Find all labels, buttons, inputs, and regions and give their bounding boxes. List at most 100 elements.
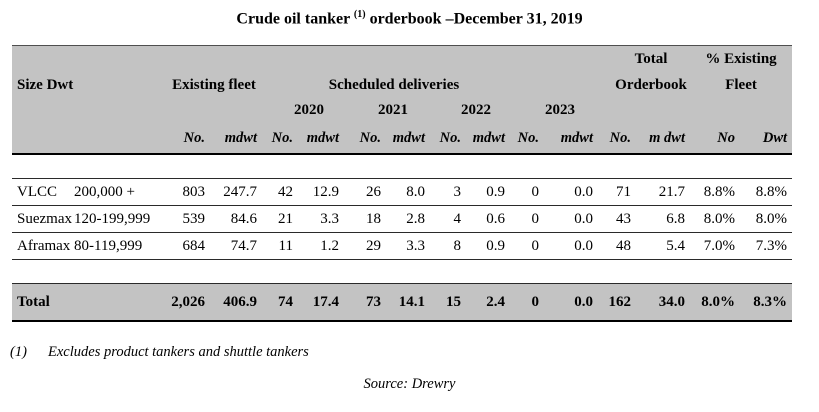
cell-2023-no: 0: [510, 178, 544, 207]
header-size-dwt: Size Dwt: [12, 72, 166, 99]
cell-2023-no: 0: [510, 232, 544, 261]
page-title-date: orderbook –December 31, 2019: [369, 10, 583, 28]
cell-2023-mdwt: 0.0: [544, 178, 598, 207]
subheader-2023-no: No.: [510, 123, 544, 156]
header-year-2022: 2022: [430, 98, 510, 124]
header-fleet: Fleet: [690, 72, 793, 99]
subheader-2020-no: No.: [262, 123, 298, 156]
cell-2021-mdwt: 8.0: [386, 178, 430, 207]
subheader-2021-mdwt: mdwt: [386, 123, 430, 156]
header-spacer: [12, 123, 74, 156]
cell-existing-no: 539: [166, 205, 210, 234]
cell-total-label: Total: [12, 283, 166, 323]
header-year-2021: 2021: [344, 98, 430, 124]
title-footnote-marker: (1): [353, 9, 366, 20]
cell-pct-no: 8.0%: [690, 205, 741, 234]
table-row-aframax: Aframax 80-119,999 684 74.7 11 1.2 29 3.…: [12, 232, 793, 261]
table-body: VLCC 200,000 + 803 247.7 42 12.9 26 8.0 …: [12, 154, 793, 323]
cell-2021-no: 26: [344, 178, 386, 207]
cell-orderbook-no: 162: [598, 283, 636, 323]
page-title-text: Crude oil tanker: [236, 10, 350, 28]
cell-2022-no: 3: [430, 178, 466, 207]
subheader-2022-no: No.: [430, 123, 466, 156]
cell-pct-no: 8.8%: [690, 178, 741, 207]
cell-2022-mdwt: 0.6: [466, 205, 510, 234]
cell-2021-no: 18: [344, 205, 386, 234]
cell-2020-no: 74: [262, 283, 298, 323]
table-header: Total % Existing Size Dwt Existing fleet…: [12, 45, 793, 156]
cell-existing-mdwt: 247.7: [210, 178, 262, 207]
header-total: Total: [598, 45, 691, 73]
header-existing-fleet: Existing fleet: [166, 72, 262, 99]
header-row-years: 2020 2021 2022 2023: [12, 98, 793, 124]
cell-2020-no: 21: [262, 205, 298, 234]
subheader-orderbook-no: No.: [598, 123, 636, 156]
cell-2022-no: 15: [430, 283, 466, 323]
cell-2020-mdwt: 1.2: [298, 232, 344, 261]
spacer-cell: [12, 259, 793, 284]
cell-2022-no: 4: [430, 205, 466, 234]
cell-2020-mdwt: 3.3: [298, 205, 344, 234]
subheader-2020-mdwt: mdwt: [298, 123, 344, 156]
subheader-pct-no: No: [690, 123, 741, 156]
cell-pct-no: 8.0%: [690, 283, 741, 323]
cell-2021-mdwt: 14.1: [386, 283, 430, 323]
cell-size: VLCC: [12, 178, 74, 207]
cell-existing-no: 684: [166, 232, 210, 261]
cell-pct-no: 7.0%: [690, 232, 741, 261]
cell-existing-mdwt: 84.6: [210, 205, 262, 234]
footnote: (1) Excludes product tankers and shuttle …: [10, 344, 819, 361]
cell-pct-dwt: 7.3%: [740, 232, 793, 261]
cell-2022-no: 8: [430, 232, 466, 261]
header-row-top: Total % Existing: [12, 45, 793, 73]
table-row-vlcc: VLCC 200,000 + 803 247.7 42 12.9 26 8.0 …: [12, 178, 793, 207]
cell-orderbook-mdwt: 21.7: [636, 178, 691, 207]
cell-pct-dwt: 8.3%: [740, 283, 793, 323]
cell-2021-mdwt: 3.3: [386, 232, 430, 261]
cell-2022-mdwt: 0.9: [466, 232, 510, 261]
table-row-suezmax: Suezmax 120-199,999 539 84.6 21 3.3 18 2…: [12, 205, 793, 234]
spacer-row: [12, 259, 793, 284]
cell-size: Suezmax: [12, 205, 74, 234]
cell-2023-mdwt: 0.0: [544, 205, 598, 234]
cell-2020-mdwt: 12.9: [298, 178, 344, 207]
header-spacer: [598, 98, 793, 124]
subheader-existing-mdwt: mdwt: [210, 123, 262, 156]
cell-2022-mdwt: 0.9: [466, 178, 510, 207]
header-orderbook: Orderbook: [598, 72, 691, 99]
header-row-units: No. mdwt No. mdwt No. mdwt No. mdwt No. …: [12, 123, 793, 156]
header-row-groups: Size Dwt Existing fleet Scheduled delive…: [12, 72, 793, 99]
cell-2020-mdwt: 17.4: [298, 283, 344, 323]
cell-dwt-range: 80-119,999: [74, 232, 166, 261]
source-note: Source: Drewry: [363, 376, 456, 393]
cell-existing-mdwt: 406.9: [210, 283, 262, 323]
footnote-marker: (1): [10, 344, 27, 361]
cell-orderbook-mdwt: 34.0: [636, 283, 691, 323]
header-year-2023: 2023: [510, 98, 598, 124]
cell-size: Aframax: [12, 232, 74, 261]
cell-orderbook-mdwt: 6.8: [636, 205, 691, 234]
header-year-2020: 2020: [262, 98, 344, 124]
cell-2020-no: 42: [262, 178, 298, 207]
cell-2020-no: 11: [262, 232, 298, 261]
cell-dwt-range: 200,000 +: [74, 178, 166, 207]
cell-orderbook-no: 48: [598, 232, 636, 261]
cell-orderbook-no: 43: [598, 205, 636, 234]
cell-2022-mdwt: 2.4: [466, 283, 510, 323]
subheader-orderbook-mdwt: m dwt: [636, 123, 691, 156]
subheader-2021-no: No.: [344, 123, 386, 156]
spacer-cell: [12, 154, 793, 180]
cell-2021-mdwt: 2.8: [386, 205, 430, 234]
orderbook-table: Total % Existing Size Dwt Existing fleet…: [12, 45, 793, 323]
cell-orderbook-mdwt: 5.4: [636, 232, 691, 261]
cell-2023-no: 0: [510, 283, 544, 323]
header-spacer: [12, 45, 598, 73]
cell-existing-no: 803: [166, 178, 210, 207]
cell-dwt-range: 120-199,999: [74, 205, 166, 234]
cell-2023-mdwt: 0.0: [544, 283, 598, 323]
cell-2023-no: 0: [510, 205, 544, 234]
subheader-2023-mdwt: mdwt: [544, 123, 598, 156]
header-scheduled-deliveries: Scheduled deliveries: [262, 72, 598, 99]
cell-pct-dwt: 8.8%: [740, 178, 793, 207]
page-title: Crude oil tanker (1) orderbook –December…: [0, 9, 819, 28]
